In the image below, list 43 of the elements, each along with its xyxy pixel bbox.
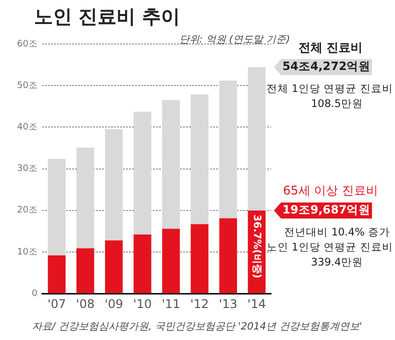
- y-tick-label: 60조: [17, 39, 38, 50]
- bar: [76, 248, 94, 294]
- bar: [105, 129, 123, 240]
- text: 전체 진료비: [298, 40, 363, 54]
- y-tick-label: 50조: [17, 80, 38, 91]
- x-tick-label: '10: [133, 296, 152, 311]
- text: 자료/ 건강보험심사평가원, 국민건강보험공단 '2014년 건강보험통계연보': [32, 322, 362, 333]
- x-tick-label: '12: [190, 296, 209, 311]
- y-tick-label: 0: [32, 288, 38, 299]
- bar: [134, 112, 152, 235]
- annotation: 36.7%(비중): [251, 214, 262, 278]
- y-tick-label: 30조: [17, 164, 38, 174]
- annotation: 19조9,687억원: [282, 202, 371, 217]
- x-tick-label: '14: [247, 296, 266, 311]
- text: 108.5만원: [310, 98, 364, 110]
- bar: [162, 100, 180, 229]
- x-tick-label: '11: [162, 296, 180, 311]
- bar: [248, 67, 266, 211]
- text: 전년대비 10.4% 증가: [284, 226, 390, 238]
- bar: [190, 94, 208, 224]
- annotation: 노인 1인당 연평균 진료비: [266, 241, 394, 254]
- x-tick-label: '09: [104, 296, 124, 311]
- chart-subtitle: 단위: 억원 (연도말 기준): [179, 34, 290, 46]
- y-tick-label: 20조: [17, 206, 38, 216]
- bar: [48, 158, 66, 256]
- y-tick-label: 10조: [17, 247, 38, 258]
- chart-title: 노인 진료비 추이: [34, 6, 180, 28]
- bar: [134, 234, 152, 294]
- y-tick-label: 40조: [17, 122, 38, 133]
- annotation: 54조4,272억원: [282, 59, 371, 74]
- bar: [162, 228, 180, 294]
- bar: [190, 224, 208, 294]
- x-tick-label: '08: [76, 296, 95, 311]
- bar: [105, 240, 123, 294]
- x-tick-label: '07: [47, 296, 66, 311]
- bar: [48, 255, 66, 294]
- annotation: 전체 1인당 연평균 진료비: [266, 82, 394, 95]
- bar: [219, 80, 238, 218]
- x-tick-label: '13: [218, 296, 238, 311]
- series-label: 65세 이상 진료비: [283, 184, 378, 198]
- bar: [76, 148, 94, 248]
- text: 339.4만원: [310, 256, 364, 268]
- bar: [219, 218, 238, 294]
